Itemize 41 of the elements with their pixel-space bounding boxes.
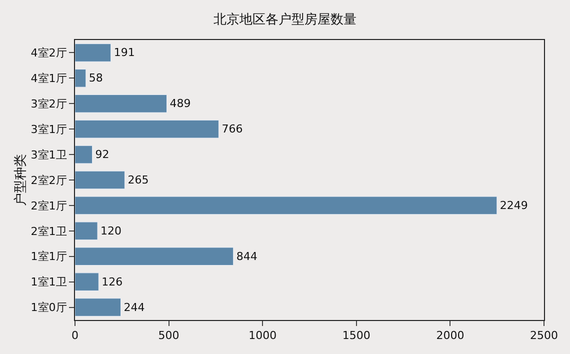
data-label: 244	[124, 300, 145, 314]
y-tick-label: 2室2厅	[30, 174, 67, 187]
bar	[75, 298, 122, 316]
bar	[75, 145, 93, 164]
y-axis-title: 户型种类	[14, 154, 29, 206]
y-tick-label: 1室1厅	[30, 250, 67, 264]
y-tick-label: 3室1卫	[30, 148, 67, 162]
bar	[75, 222, 98, 240]
chart-title: 北京地区各户型房屋数量	[214, 11, 356, 28]
y-tick-label: 1室0厅	[30, 301, 67, 314]
data-label: 191	[114, 46, 135, 60]
y-tick-label: 1室1卫	[30, 276, 67, 289]
bar	[75, 196, 498, 215]
x-tick-label: 1000	[248, 329, 277, 342]
data-label: 58	[88, 72, 103, 85]
x-tick-label: 1500	[342, 329, 370, 342]
y-tick-label: 2室1卫	[30, 224, 67, 238]
bar	[75, 247, 234, 266]
y-tick-label: 3室2厅	[30, 97, 67, 110]
y-tick-label: 4室2厅	[30, 46, 67, 60]
bar	[75, 272, 99, 291]
y-tick-label: 4室1厅	[30, 72, 67, 86]
x-tick-label: 500	[158, 329, 180, 342]
bar	[75, 69, 86, 88]
y-tick-label: 2室1厅	[30, 199, 67, 212]
y-tick-label: 3室1厅	[30, 122, 67, 136]
data-label: 766	[222, 122, 243, 136]
data-label: 2249	[500, 198, 528, 212]
bar	[75, 44, 112, 62]
data-label: 120	[100, 224, 122, 238]
data-label: 844	[236, 250, 258, 263]
data-label: 92	[95, 148, 110, 162]
data-label: 489	[170, 97, 191, 110]
bar	[75, 170, 125, 190]
bar	[75, 94, 167, 113]
x-tick-label: 2000	[436, 329, 464, 342]
x-tick-label: 2500	[530, 329, 558, 342]
x-tick-label: 0	[72, 329, 78, 342]
data-label: 126	[102, 275, 123, 288]
bar	[75, 120, 219, 138]
data-label: 265	[128, 174, 149, 186]
